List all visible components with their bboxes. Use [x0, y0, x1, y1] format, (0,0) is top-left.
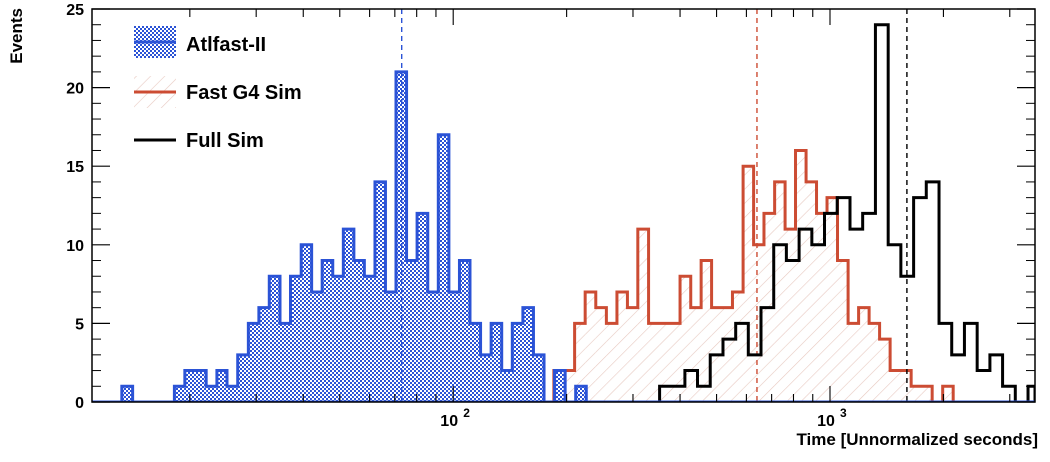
bar-atlfast-ii-36 [554, 370, 566, 402]
bar-fast-g4-sim-17 [732, 291, 744, 402]
bar-atlfast-ii-25 [427, 291, 439, 402]
x-tick-label: 10 [817, 413, 835, 430]
bar-fast-g4-sim-26 [827, 197, 838, 402]
bar-atlfast-ii-7 [237, 354, 249, 402]
series-fast-g4-sim [552, 9, 955, 402]
bar-atlfast-ii-3 [195, 370, 207, 402]
plot-frame [91, 8, 1036, 403]
bar-atlfast-ii-0 [121, 386, 133, 402]
bar-fast-g4-sim-4 [595, 307, 607, 402]
bar-fast-g4-sim-23 [795, 150, 807, 402]
legend-label-atlfast: Atlfast-II [186, 34, 266, 56]
x-tick-label: 10 [440, 413, 458, 430]
bar-fast-g4-sim-37 [942, 386, 954, 402]
bar-atlfast-ii-37 [575, 386, 587, 402]
series-atlfast-ii [120, 9, 588, 402]
bar-atlfast-ii-12 [290, 276, 302, 402]
axes-layer: 0 5 10 15 20 25 10 2 10 3 [66, 2, 1035, 430]
bar-atlfast-ii-6 [226, 386, 238, 402]
bar-fast-g4-sim-27 [837, 260, 849, 402]
bar-fast-g4-sim-2 [574, 323, 586, 402]
bar-atlfast-ii-33 [512, 323, 523, 402]
y-axis-label: Events [7, 8, 26, 64]
bar-atlfast-ii-4 [206, 386, 217, 402]
bar-fast-g4-sim-32 [890, 370, 901, 402]
bar-atlfast-ii-21 [385, 291, 396, 402]
bar-atlfast-ii-2 [184, 370, 196, 402]
bar-atlfast-ii-1 [174, 386, 185, 402]
bar-fast-g4-sim-21 [774, 181, 786, 402]
bar-fast-g4-sim-9 [648, 323, 660, 402]
bar-fast-g4-sim-30 [869, 323, 880, 402]
bar-fast-g4-sim-22 [785, 229, 796, 402]
bar-fast-g4-sim-3 [585, 291, 596, 402]
bar-fast-g4-sim-8 [637, 229, 649, 402]
outline-fast-g4-sim [552, 148, 955, 402]
bar-atlfast-ii-29 [469, 323, 481, 402]
histogram-layer [92, 9, 1035, 402]
bar-fast-g4-sim-19 [753, 244, 764, 402]
bar-atlfast-ii-23 [406, 260, 418, 402]
x-tick-label-exponent: 3 [840, 406, 847, 420]
legend-label-fastg4: Fast G4 Sim [186, 82, 302, 104]
bar-atlfast-ii-16 [332, 276, 344, 402]
bar-atlfast-ii-13 [301, 244, 312, 402]
bar-atlfast-ii-20 [374, 181, 386, 402]
y-tick-label: 0 [75, 395, 84, 412]
bar-atlfast-ii-14 [311, 291, 323, 402]
legend: Atlfast-II Fast G4 Sim Full Sim [134, 26, 302, 152]
bar-fast-g4-sim-12 [680, 276, 691, 402]
bar-fast-g4-sim-14 [701, 260, 712, 402]
bar-atlfast-ii-5 [216, 370, 227, 402]
bar-atlfast-ii-35 [533, 354, 545, 402]
bar-atlfast-ii-26 [438, 134, 449, 402]
bar-atlfast-ii-18 [353, 260, 365, 402]
bar-atlfast-ii-24 [417, 213, 428, 402]
bar-fast-g4-sim-1 [564, 370, 575, 402]
bar-atlfast-ii-10 [269, 276, 280, 402]
x-axis-label: Time [Unnormalized seconds] [796, 430, 1038, 449]
outline-atlfast-ii [120, 70, 588, 402]
bar-fast-g4-sim-7 [627, 307, 638, 402]
bar-fast-g4-sim-28 [848, 323, 859, 402]
bar-fast-g4-sim-29 [858, 307, 870, 402]
bar-atlfast-ii-30 [480, 354, 492, 402]
bar-fast-g4-sim-6 [616, 291, 628, 402]
bar-fast-g4-sim-16 [722, 307, 733, 402]
bar-atlfast-ii-19 [364, 276, 375, 402]
bar-fast-g4-sim-33 [900, 370, 912, 402]
bar-fast-g4-sim-18 [743, 166, 754, 402]
y-tick-label: 15 [66, 159, 84, 176]
bar-atlfast-ii-34 [522, 307, 534, 402]
outline-full-sim [653, 23, 1035, 402]
bar-atlfast-ii-31 [491, 323, 502, 402]
bar-fast-g4-sim-5 [606, 323, 617, 402]
bar-fast-g4-sim-34 [911, 386, 922, 402]
bar-fast-g4-sim-35 [921, 386, 933, 402]
y-tick-label: 25 [66, 2, 84, 19]
bar-atlfast-ii-15 [322, 260, 333, 402]
bar-atlfast-ii-27 [448, 291, 460, 402]
bar-fast-g4-sim-11 [669, 323, 681, 402]
y-tick-label: 10 [66, 238, 84, 255]
bar-fast-g4-sim-13 [690, 307, 702, 402]
legend-label-fullsim: Full Sim [186, 130, 264, 152]
x-tick-label-exponent: 2 [463, 406, 470, 420]
bar-atlfast-ii-32 [501, 370, 513, 402]
bar-atlfast-ii-17 [343, 229, 354, 402]
y-tick-label: 5 [75, 316, 84, 333]
bar-atlfast-ii-11 [279, 323, 291, 402]
bar-atlfast-ii-8 [248, 323, 259, 402]
bar-fast-g4-sim-25 [816, 213, 828, 402]
bar-atlfast-ii-9 [258, 307, 270, 402]
bar-atlfast-ii-28 [459, 260, 470, 402]
series-full-sim [653, 9, 1035, 402]
bar-fast-g4-sim-31 [879, 339, 891, 402]
y-tick-label: 20 [66, 81, 84, 98]
bar-fast-g4-sim-10 [659, 323, 670, 402]
bar-fast-g4-sim-24 [806, 181, 817, 402]
